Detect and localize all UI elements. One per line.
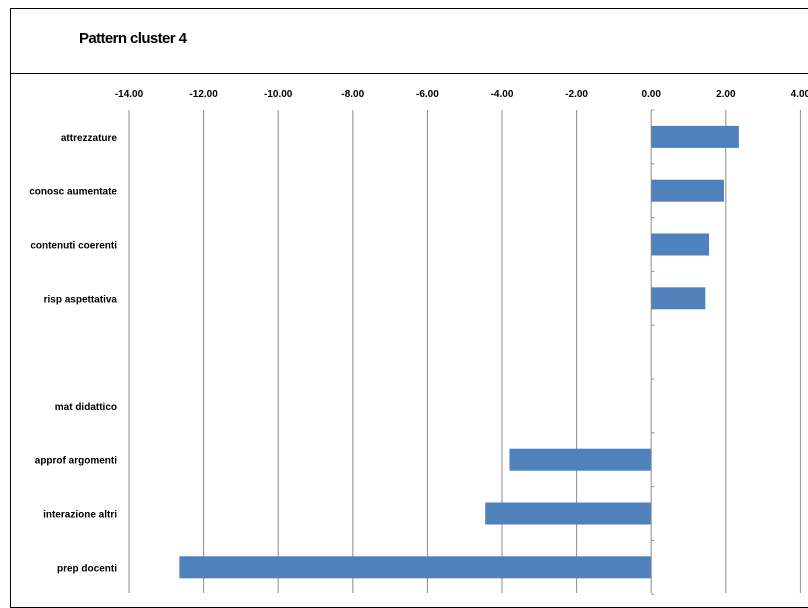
x-tick-label: -6.00: [416, 89, 439, 100]
bar: [651, 125, 739, 148]
x-tick-label: 4.00: [791, 89, 808, 100]
x-tick-label: -4.00: [491, 89, 514, 100]
bar: [651, 287, 706, 310]
bar: [651, 233, 710, 256]
category-label: interazione altri: [43, 510, 117, 521]
bar: [651, 179, 724, 202]
x-tick-label: -14.00: [115, 89, 144, 100]
x-tick-label: -12.00: [189, 89, 218, 100]
bar: [509, 448, 652, 471]
category-label: conosc aumentate: [29, 187, 117, 198]
category-label: contenuti coerenti: [30, 241, 117, 252]
value-axis-labels: -14.00 -12.00 -10.00 -8.00 -6.00 -4.00 -2.00 0.…: [115, 89, 808, 100]
bar: [179, 556, 652, 579]
bars: [179, 125, 739, 579]
category-labels: attrezzature conosc aumentate contenuti co…: [29, 133, 117, 574]
category-label: attrezzature: [61, 133, 118, 144]
x-tick-label: -10.00: [264, 89, 293, 100]
category-axis: [650, 109, 655, 595]
x-tick-label: -8.00: [341, 89, 364, 100]
bar: [485, 502, 652, 525]
x-tick-label: 2.00: [716, 89, 736, 100]
chart-title: Pattern cluster 4: [79, 30, 187, 47]
category-label: risp aspettativa: [44, 294, 118, 305]
category-label: approf argomenti: [35, 456, 117, 467]
category-label: prep docenti: [57, 563, 117, 574]
category-label: mat didattico: [55, 402, 117, 413]
x-tick-label: -2.00: [565, 89, 588, 100]
header-divider: [10, 73, 808, 74]
x-tick-label: 0.00: [641, 89, 661, 100]
